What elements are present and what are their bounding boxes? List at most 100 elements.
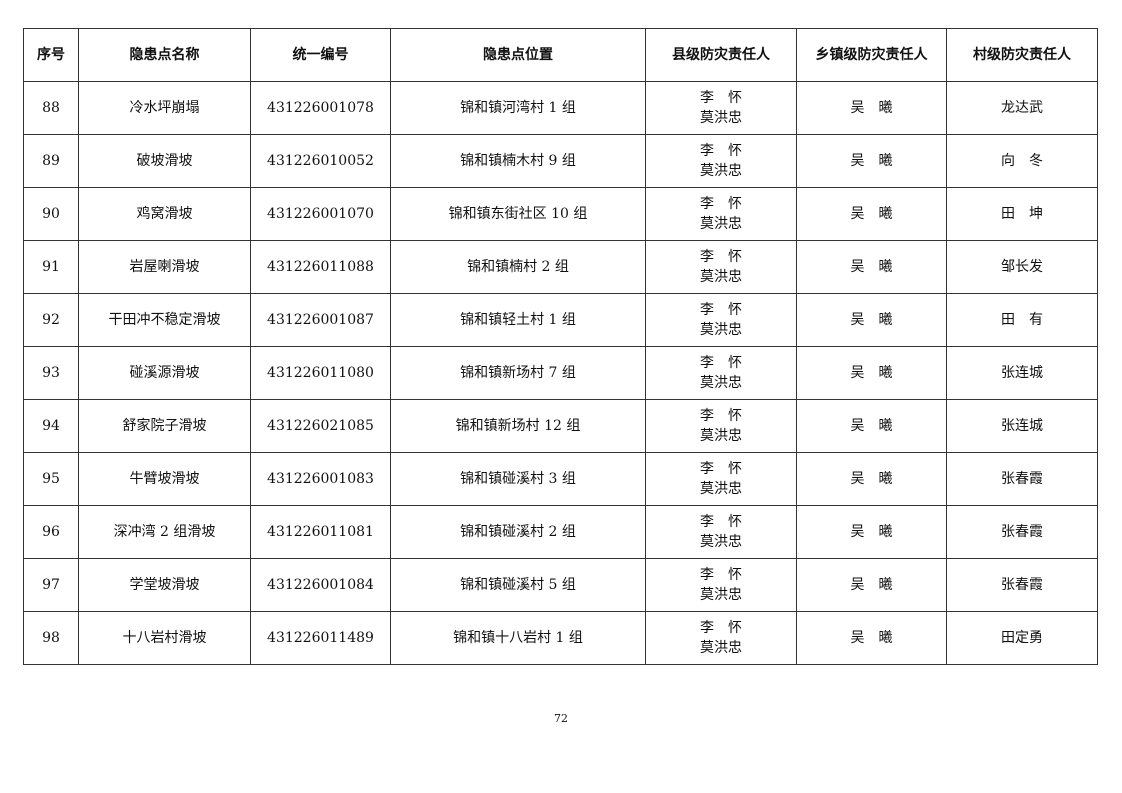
header-village: 村级防灾责任人 (946, 28, 1098, 82)
header-no: 序号 (23, 28, 79, 82)
county-person-1: 李 怀 (700, 249, 742, 265)
table-row: 97 学堂坡滑坡 431226001084 锦和镇碰溪村 5 组 李 怀莫洪忠 … (23, 558, 1098, 612)
cell-code: 431226001087 (250, 293, 391, 347)
cell-town: 吴 曦 (796, 399, 947, 453)
county-person-1: 李 怀 (700, 408, 742, 424)
cell-village: 田定勇 (946, 611, 1098, 665)
cell-village: 龙达武 (946, 81, 1098, 135)
cell-county: 李 怀莫洪忠 (645, 505, 797, 559)
county-person-1: 李 怀 (700, 567, 742, 583)
cell-no: 98 (23, 611, 79, 665)
cell-town: 吴 曦 (796, 452, 947, 506)
cell-code: 431226011080 (250, 346, 391, 400)
cell-town: 吴 曦 (796, 346, 947, 400)
cell-no: 96 (23, 505, 79, 559)
cell-name: 岩屋喇滑坡 (78, 240, 251, 294)
county-person-2: 莫洪忠 (700, 269, 742, 285)
cell-village: 邹长发 (946, 240, 1098, 294)
header-county: 县级防灾责任人 (645, 28, 797, 82)
cell-village: 田 坤 (946, 187, 1098, 241)
cell-town: 吴 曦 (796, 611, 947, 665)
county-person-2: 莫洪忠 (700, 216, 742, 232)
cell-code: 431226010052 (250, 134, 391, 188)
cell-code: 431226011088 (250, 240, 391, 294)
cell-county: 李 怀莫洪忠 (645, 187, 797, 241)
page-number: 72 (554, 712, 568, 725)
cell-name: 干田冲不稳定滑坡 (78, 293, 251, 347)
cell-village: 张春霞 (946, 452, 1098, 506)
cell-code: 431226001070 (250, 187, 391, 241)
cell-town: 吴 曦 (796, 187, 947, 241)
cell-town: 吴 曦 (796, 558, 947, 612)
cell-location: 锦和镇新场村 7 组 (390, 346, 646, 400)
county-person-1: 李 怀 (700, 302, 742, 318)
cell-no: 94 (23, 399, 79, 453)
cell-name: 碰溪源滑坡 (78, 346, 251, 400)
table-row: 92 干田冲不稳定滑坡 431226001087 锦和镇轻土村 1 组 李 怀莫… (23, 293, 1098, 347)
county-person-2: 莫洪忠 (700, 481, 742, 497)
cell-county: 李 怀莫洪忠 (645, 293, 797, 347)
cell-name: 学堂坡滑坡 (78, 558, 251, 612)
cell-no: 97 (23, 558, 79, 612)
cell-county: 李 怀莫洪忠 (645, 240, 797, 294)
cell-town: 吴 曦 (796, 505, 947, 559)
table-row: 94 舒家院子滑坡 431226021085 锦和镇新场村 12 组 李 怀莫洪… (23, 399, 1098, 453)
cell-no: 92 (23, 293, 79, 347)
cell-town: 吴 曦 (796, 293, 947, 347)
hazard-table: 序号 隐患点名称 统一编号 隐患点位置 县级防灾责任人 乡镇级防灾责任人 村级防… (23, 28, 1098, 665)
cell-code: 431226001078 (250, 81, 391, 135)
cell-village: 张春霞 (946, 558, 1098, 612)
header-code: 统一编号 (250, 28, 391, 82)
county-person-2: 莫洪忠 (700, 640, 742, 656)
county-person-1: 李 怀 (700, 196, 742, 212)
cell-code: 431226011081 (250, 505, 391, 559)
cell-name: 牛臂坡滑坡 (78, 452, 251, 506)
table-row: 95 牛臂坡滑坡 431226001083 锦和镇碰溪村 3 组 李 怀莫洪忠 … (23, 452, 1098, 506)
cell-no: 91 (23, 240, 79, 294)
cell-town: 吴 曦 (796, 240, 947, 294)
cell-location: 锦和镇碰溪村 5 组 (390, 558, 646, 612)
county-person-2: 莫洪忠 (700, 587, 742, 603)
table-row: 91 岩屋喇滑坡 431226011088 锦和镇楠村 2 组 李 怀莫洪忠 吴… (23, 240, 1098, 294)
cell-county: 李 怀莫洪忠 (645, 399, 797, 453)
county-person-1: 李 怀 (700, 461, 742, 477)
cell-location: 锦和镇东街社区 10 组 (390, 187, 646, 241)
header-town: 乡镇级防灾责任人 (796, 28, 947, 82)
cell-location: 锦和镇十八岩村 1 组 (390, 611, 646, 665)
cell-village: 张春霞 (946, 505, 1098, 559)
county-person-1: 李 怀 (700, 514, 742, 530)
cell-name: 破坡滑坡 (78, 134, 251, 188)
county-person-2: 莫洪忠 (700, 322, 742, 338)
table-row: 98 十八岩村滑坡 431226011489 锦和镇十八岩村 1 组 李 怀莫洪… (23, 611, 1098, 665)
cell-no: 88 (23, 81, 79, 135)
table-row: 93 碰溪源滑坡 431226011080 锦和镇新场村 7 组 李 怀莫洪忠 … (23, 346, 1098, 400)
cell-no: 93 (23, 346, 79, 400)
county-person-2: 莫洪忠 (700, 163, 742, 179)
county-person-1: 李 怀 (700, 90, 742, 106)
cell-village: 张连城 (946, 346, 1098, 400)
header-row: 序号 隐患点名称 统一编号 隐患点位置 县级防灾责任人 乡镇级防灾责任人 村级防… (23, 28, 1098, 82)
county-person-1: 李 怀 (700, 355, 742, 371)
cell-village: 向 冬 (946, 134, 1098, 188)
county-person-2: 莫洪忠 (700, 110, 742, 126)
cell-location: 锦和镇碰溪村 3 组 (390, 452, 646, 506)
cell-town: 吴 曦 (796, 134, 947, 188)
cell-name: 冷水坪崩塌 (78, 81, 251, 135)
cell-location: 锦和镇碰溪村 2 组 (390, 505, 646, 559)
cell-county: 李 怀莫洪忠 (645, 81, 797, 135)
cell-county: 李 怀莫洪忠 (645, 346, 797, 400)
cell-code: 431226001083 (250, 452, 391, 506)
cell-no: 95 (23, 452, 79, 506)
county-person-1: 李 怀 (700, 620, 742, 636)
table-row: 88 冷水坪崩塌 431226001078 锦和镇河湾村 1 组 李 怀莫洪忠 … (23, 81, 1098, 135)
cell-location: 锦和镇楠村 2 组 (390, 240, 646, 294)
cell-county: 李 怀莫洪忠 (645, 611, 797, 665)
header-location: 隐患点位置 (390, 28, 646, 82)
cell-county: 李 怀莫洪忠 (645, 134, 797, 188)
cell-county: 李 怀莫洪忠 (645, 558, 797, 612)
cell-name: 舒家院子滑坡 (78, 399, 251, 453)
cell-county: 李 怀莫洪忠 (645, 452, 797, 506)
cell-code: 431226021085 (250, 399, 391, 453)
county-person-2: 莫洪忠 (700, 534, 742, 550)
county-person-2: 莫洪忠 (700, 428, 742, 444)
